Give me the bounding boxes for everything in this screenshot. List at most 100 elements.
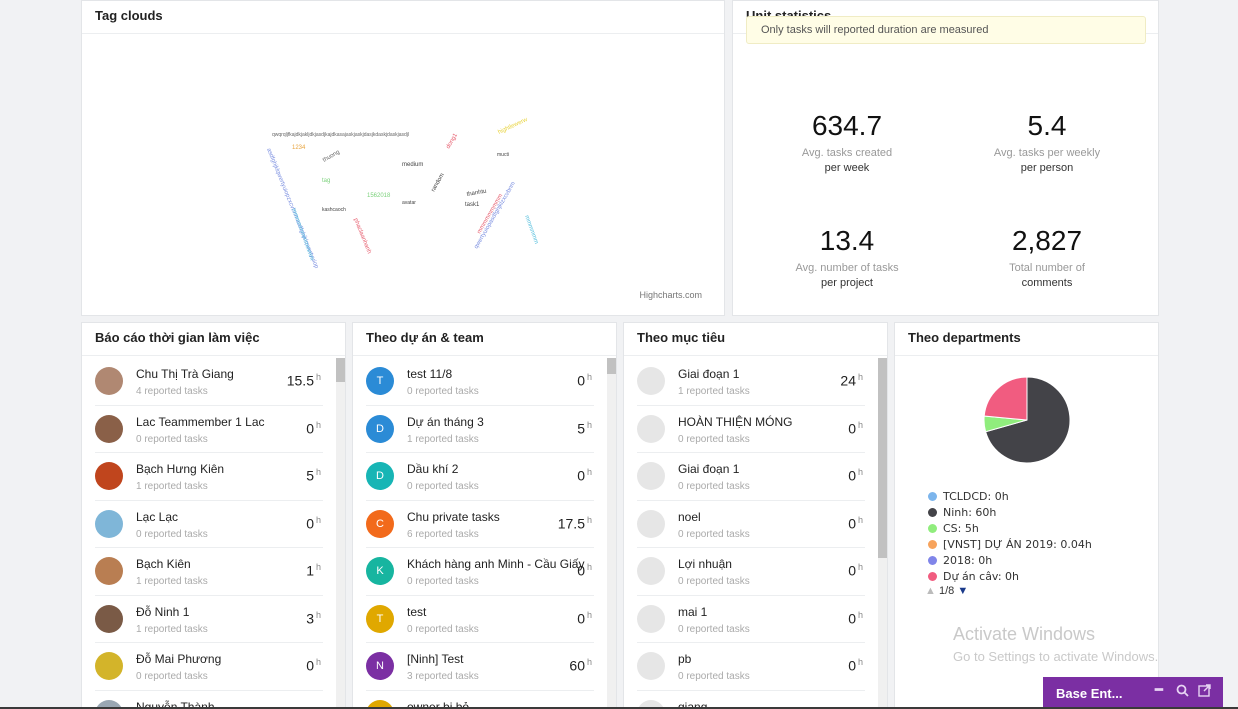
list-item[interactable]: Nguyễn Thành	[95, 691, 323, 709]
search-icon[interactable]	[1176, 684, 1189, 700]
list-item[interactable]: D Dự án tháng 3 1 reported tasks 5 h	[366, 406, 594, 453]
legend-item[interactable]: 2018: 0h	[928, 554, 992, 567]
list-item[interactable]: Chu Thị Trà Giang 4 reported tasks 15.5 h	[95, 358, 323, 406]
tag-word[interactable]: 1234	[292, 145, 306, 151]
avatar	[95, 699, 123, 708]
item-name[interactable]: Giai đoạn 1	[678, 367, 740, 381]
time-report-card: Báo cáo thời gian làm việc Chu Thị Trà G…	[81, 322, 346, 709]
scrollbar-thumb[interactable]	[878, 358, 887, 558]
item-name[interactable]: owner bị bỏ	[407, 699, 470, 709]
pie-slice[interactable]	[985, 376, 1071, 464]
tag-word[interactable]: qwqrqljfkajdkjakljdkjasdjkajdkasajaskjas…	[272, 132, 409, 138]
external-link-icon[interactable]	[1198, 684, 1211, 700]
list-item[interactable]: Bạch Hưng Kiên 1 reported tasks 5 h	[95, 453, 323, 501]
list-item[interactable]: Lợi nhuận 0 reported tasks 0 h	[637, 548, 865, 596]
list-item[interactable]: Đỗ Ninh 1 1 reported tasks 3 h	[95, 596, 323, 643]
minimize-icon[interactable]: ━	[1155, 682, 1163, 697]
item-name[interactable]: Chu private tasks	[407, 509, 500, 524]
tag-word[interactable]: mmmmmm	[523, 215, 539, 245]
scrollbar-thumb[interactable]	[336, 358, 345, 382]
hours-unit: h	[315, 372, 321, 382]
legend-item[interactable]: TCLDCD: 0h	[928, 490, 1009, 503]
tag-word[interactable]: dong1	[446, 132, 460, 150]
tag-word[interactable]: 1562018	[367, 193, 391, 199]
scrollbar[interactable]	[336, 358, 345, 708]
list-item[interactable]: Giai đoạn 1 1 reported tasks 24 h	[637, 358, 865, 406]
list-item[interactable]: Đỗ Mai Phương 0 reported tasks 0 h	[95, 643, 323, 691]
legend-item[interactable]: Dự án câv: 0h	[928, 570, 1019, 583]
list-item[interactable]: Lac Teammember 1 Lac 0 reported tasks 0 h	[95, 406, 323, 453]
list-item[interactable]: owner bị bỏ	[366, 691, 594, 709]
avatar	[637, 604, 665, 633]
item-name[interactable]: Đỗ Mai Phương	[136, 652, 222, 666]
people-list[interactable]: Chu Thị Trà Giang 4 reported tasks 15.5 h La…	[82, 358, 345, 708]
stat-label: Avg. tasks per weekly	[993, 147, 1101, 159]
chat-bar[interactable]: Base Ent... ━	[1043, 677, 1223, 709]
list-item[interactable]: D Dầu khí 2 0 reported tasks 0 h	[366, 453, 594, 501]
pie-slice[interactable]	[983, 376, 1028, 421]
item-name[interactable]: Lợi nhuận	[678, 557, 732, 571]
tag-word[interactable]: thuong	[322, 149, 341, 163]
scrollbar[interactable]	[878, 358, 887, 708]
scrollbar[interactable]	[607, 358, 616, 708]
list-item[interactable]: mai 1 0 reported tasks 0 h	[637, 596, 865, 643]
item-name[interactable]: test 11/8	[407, 367, 453, 381]
tag-word[interactable]: mucti	[497, 152, 509, 158]
item-name[interactable]: test	[407, 604, 427, 619]
tag-word[interactable]: random	[431, 172, 446, 193]
item-name[interactable]: Giai đoạn 1	[678, 462, 740, 476]
tag-word[interactable]: phaclaanhanh	[352, 218, 372, 255]
list-item[interactable]: pb 0 reported tasks 0 h	[637, 643, 865, 691]
list-item[interactable]: Bạch Kiên 1 reported tasks 1 h	[95, 548, 323, 596]
item-name[interactable]: Lạc Lạc	[136, 509, 179, 524]
list-item[interactable]: K Khách hàng anh Minh - Cầu Giấy 0 reporte…	[366, 548, 594, 596]
list-item[interactable]: noel 0 reported tasks 0 h	[637, 501, 865, 548]
list-item[interactable]: HOÀN THIỆN MÓNG 0 reported tasks 0 h	[637, 406, 865, 453]
hours-unit: h	[857, 562, 863, 572]
item-name[interactable]: Chu Thị Trà Giang	[136, 367, 234, 381]
tag-word[interactable]: avatar	[402, 200, 416, 206]
list-item[interactable]: Lạc Lạc 0 reported tasks 0 h	[95, 501, 323, 548]
item-name[interactable]: Dầu khí 2	[407, 462, 459, 476]
chat-bar-label[interactable]: Base Ent...	[1056, 686, 1123, 701]
list-item[interactable]: Giai đoạn 1 0 reported tasks 0 h	[637, 453, 865, 501]
legend-item[interactable]: Ninh: 60h	[928, 506, 996, 519]
item-name[interactable]: mai 1	[678, 604, 708, 619]
tag-word[interactable]: thanhtu	[466, 189, 487, 198]
list-item[interactable]: giang	[637, 691, 865, 709]
list-item[interactable]: C Chu private tasks 6 reported tasks 17.5 h	[366, 501, 594, 548]
hours-value: 0	[577, 467, 585, 484]
item-name[interactable]: giang	[678, 699, 708, 709]
item-reported-count: 0 reported tasks	[407, 481, 479, 492]
tag-word[interactable]: mmmmmmmmmmm	[290, 208, 314, 262]
item-name[interactable]: Nguyễn Thành	[136, 699, 215, 709]
item-name[interactable]: noel	[678, 509, 701, 524]
item-name[interactable]: Bạch Kiên	[136, 557, 191, 571]
tag-word[interactable]: medium	[402, 162, 423, 168]
tag-word[interactable]: tag	[322, 178, 330, 184]
pager-next-icon[interactable]: ▼	[957, 585, 969, 597]
legend-item[interactable]: [VNST] DỰ ÁN 2019: 0.04h	[928, 538, 1092, 551]
legend-item[interactable]: CS: 5h	[928, 522, 979, 535]
tag-word[interactable]: kashcaoch	[322, 207, 346, 213]
scrollbar-thumb[interactable]	[607, 358, 616, 374]
item-name[interactable]: Dự án tháng 3	[407, 414, 484, 429]
item-name[interactable]: Lac Teammember 1 Lac	[136, 414, 265, 429]
pager-prev-icon[interactable]: ▲	[925, 585, 936, 597]
item-name[interactable]: Đỗ Ninh 1	[136, 604, 190, 619]
list-item[interactable]: N [Ninh] Test 3 reported tasks 60 h	[366, 643, 594, 691]
item-name[interactable]: pb	[678, 652, 692, 666]
item-name[interactable]: Bạch Hưng Kiên	[136, 462, 225, 476]
item-name[interactable]: HOÀN THIỆN MÓNG	[678, 414, 793, 429]
tag-word[interactable]: hightlewerw	[497, 117, 529, 136]
item-name[interactable]: [Ninh] Test	[407, 652, 464, 666]
tag-word[interactable]: task1	[465, 202, 480, 208]
highcharts-credit[interactable]: Highcharts.com	[639, 290, 702, 300]
item-name[interactable]: Khách hàng anh Minh - Cầu Giấy	[407, 557, 585, 571]
